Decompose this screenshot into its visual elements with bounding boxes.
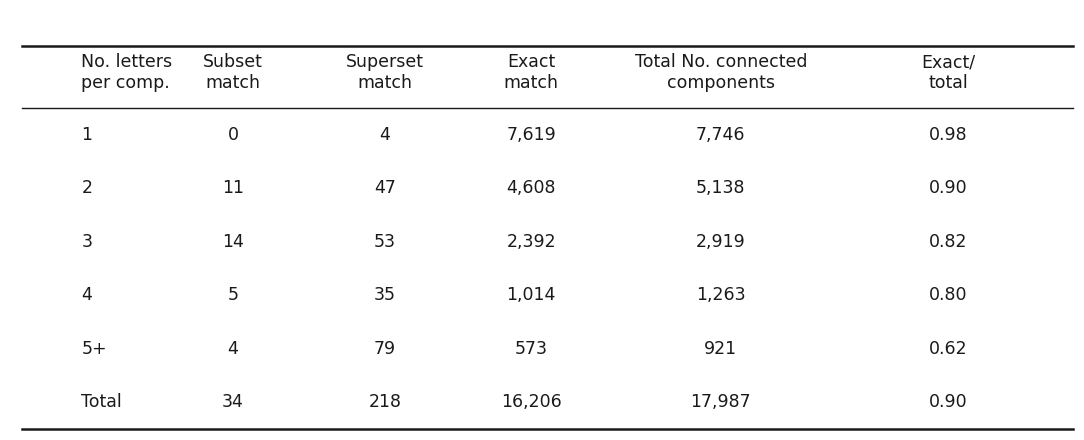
Text: 11: 11 [222,179,244,197]
Text: Total: Total [81,393,122,411]
Text: 4: 4 [228,340,238,358]
Text: 7,746: 7,746 [696,125,746,143]
Text: 4: 4 [81,286,92,304]
Text: 2,919: 2,919 [696,233,746,251]
Text: 573: 573 [515,340,547,358]
Text: 1: 1 [81,125,92,143]
Text: 7,619: 7,619 [506,125,556,143]
Text: 0.82: 0.82 [929,233,968,251]
Text: 53: 53 [374,233,396,251]
Text: 218: 218 [369,393,401,411]
Text: 5,138: 5,138 [696,179,746,197]
Text: 3: 3 [81,233,92,251]
Text: 4: 4 [379,125,390,143]
Text: 2: 2 [81,179,92,197]
Text: Exact
match: Exact match [504,53,558,92]
Text: 921: 921 [705,340,737,358]
Text: 0: 0 [228,125,238,143]
Text: 47: 47 [374,179,396,197]
Text: 0.90: 0.90 [929,179,968,197]
Text: 4,608: 4,608 [506,179,556,197]
Text: 35: 35 [374,286,396,304]
Text: No. letters
per comp.: No. letters per comp. [81,53,172,92]
Text: 34: 34 [222,393,244,411]
Text: 14: 14 [222,233,244,251]
Text: 5: 5 [228,286,238,304]
Text: 5+: 5+ [81,340,107,358]
Text: Total No. connected
components: Total No. connected components [634,53,808,92]
Text: 1,014: 1,014 [506,286,556,304]
Text: 17,987: 17,987 [691,393,751,411]
Text: 0.90: 0.90 [929,393,968,411]
Text: Subset
match: Subset match [203,53,263,92]
Text: Superset
match: Superset match [346,53,424,92]
Text: 0.62: 0.62 [929,340,968,358]
Text: 2,392: 2,392 [506,233,556,251]
Text: 79: 79 [374,340,396,358]
Text: 0.98: 0.98 [929,125,968,143]
Text: 1,263: 1,263 [696,286,746,304]
Text: Exact/
total: Exact/ total [921,53,976,92]
Text: 16,206: 16,206 [501,393,562,411]
Text: 0.80: 0.80 [929,286,968,304]
